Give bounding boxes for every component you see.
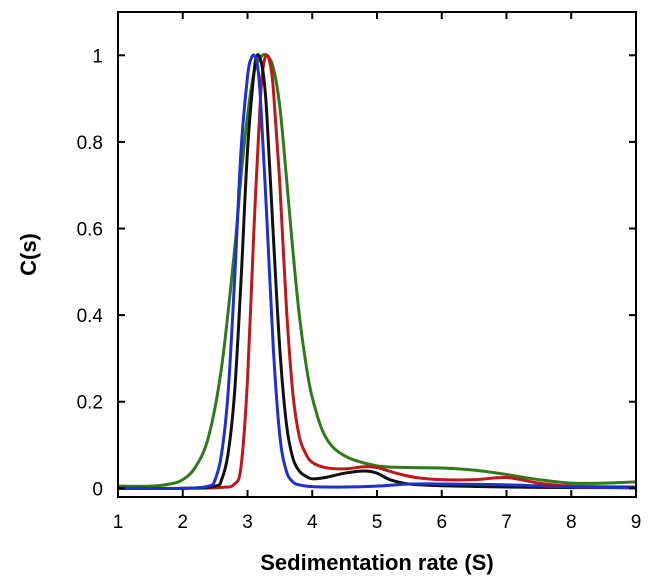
y-tick-label-0.8: 0.8: [77, 133, 103, 154]
x-tick-label-7: 7: [501, 512, 512, 533]
x-tick-label-3: 3: [242, 512, 253, 533]
series-line-2: [118, 53, 636, 490]
plot-frame: [117, 11, 637, 498]
x-tick-label-2: 2: [177, 512, 188, 533]
y-tick-label-0: 0: [92, 479, 103, 500]
series-layer: [118, 52, 636, 490]
x-tick-label-8: 8: [566, 512, 577, 533]
x-axis-title: Sedimentation rate (S): [260, 550, 493, 575]
y-tick-label-0.6: 0.6: [77, 220, 103, 241]
labels-layer: 1 2 3 4 5 6 7 8 9 0 0.2 0.4 0.6 0.8 1: [77, 46, 642, 533]
x-tick-label-5: 5: [372, 512, 383, 533]
series-line-4: [118, 53, 636, 490]
series-line-3: [118, 53, 636, 490]
series-line-1: [118, 52, 636, 488]
x-tick-label-4: 4: [307, 512, 318, 533]
x-tick-label-9: 9: [631, 512, 642, 533]
y-tick-label-0.4: 0.4: [77, 306, 104, 327]
x-tick-label-1: 1: [113, 512, 124, 533]
y-axis-title: C(s): [16, 233, 41, 276]
x-tick-label-6: 6: [436, 512, 447, 533]
y-tick-label-0.2: 0.2: [77, 393, 103, 414]
ticks-layer: [117, 12, 637, 497]
y-tick-label-1: 1: [92, 46, 103, 67]
